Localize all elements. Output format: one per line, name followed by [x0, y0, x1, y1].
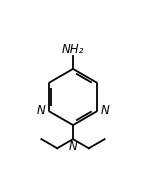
Text: N: N	[69, 140, 77, 153]
Text: NH₂: NH₂	[62, 42, 84, 55]
Text: N: N	[37, 104, 46, 117]
Text: N: N	[100, 104, 109, 117]
